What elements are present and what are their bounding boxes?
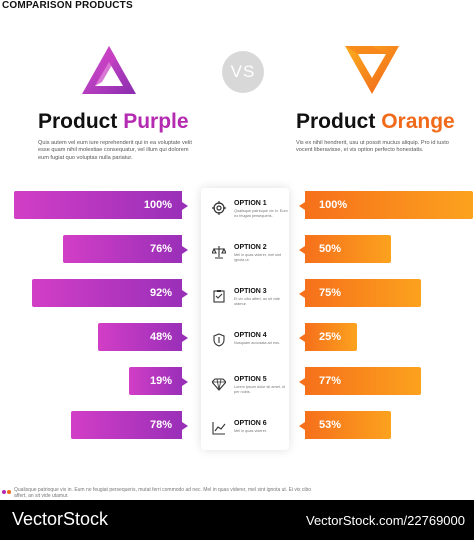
option-subtitle: Mel in quas viderer, mel sint ignota ut.	[234, 253, 282, 262]
product-title-right: Product Orange	[296, 110, 455, 134]
shield-icon	[213, 333, 225, 347]
bar-left-option-3: 92%	[32, 279, 188, 307]
footer-text: Qualisque patrioque vix in. Eum no feugi…	[14, 487, 312, 499]
option-6: OPTION 6 Mel in quas viderer.	[210, 418, 290, 448]
footer-dot-orange	[7, 490, 11, 494]
diamond-icon	[212, 378, 226, 391]
option-subtitle: Mel in quas viderer.	[234, 429, 267, 433]
option-5: OPTION 5 Lorem ipsum dolor sit amet, id …	[210, 374, 290, 404]
bar-right-option-1: 100%	[299, 191, 473, 219]
bar-left-option-1: 100%	[14, 191, 188, 219]
bar-right-option-5: 77%	[299, 367, 421, 395]
product-description-left: Quis autem vel eum iure reprehenderit qu…	[38, 140, 192, 161]
option-1: OPTION 1 Qualisque patrioque vix in. Eum…	[210, 198, 290, 228]
bar-left-option-5: 19%	[129, 367, 188, 395]
purple-triangle-logo	[82, 46, 136, 94]
product-description-right: Vis ex nihil hendrerit, usu ut possit mu…	[296, 140, 449, 154]
option-title: OPTION 6	[234, 420, 267, 427]
target-gear-icon	[212, 201, 226, 215]
option-3: OPTION 3 Ei vix cibo affert, an sit vide…	[210, 286, 290, 316]
watermark-logo: VectorStock	[12, 509, 109, 529]
product-title-right-word1: Product	[296, 110, 376, 133]
option-title: OPTION 1	[234, 200, 267, 207]
option-subtitle: Qualisque patrioque vix in. Eum no feugi…	[234, 209, 288, 218]
bar-left-option-6: 78%	[71, 411, 188, 439]
watermark-url: VectorStock.com/22769000	[306, 513, 465, 528]
bar-right-option-2: 50%	[299, 235, 391, 263]
bar-right-option-3: 75%	[299, 279, 421, 307]
footer-dot-purple	[2, 490, 6, 494]
bar-right-option-4: 25%	[299, 323, 357, 351]
option-title: OPTION 5	[234, 376, 267, 383]
option-subtitle: Lorem ipsum dolor sit amet, id per nobis…	[234, 385, 285, 394]
bar-left-option-4: 48%	[98, 323, 188, 351]
page-title: COMPARISON PRODUCTS	[2, 0, 133, 11]
product-title-left: Product Purple	[38, 110, 189, 134]
bar-right-option-6: 53%	[299, 411, 391, 439]
chart-icon	[212, 422, 226, 435]
options-panel	[201, 188, 289, 450]
bar-left-option-2: 76%	[63, 235, 188, 263]
option-title: OPTION 2	[234, 244, 267, 251]
product-title-left-word2: Purple	[123, 110, 189, 133]
option-title: OPTION 4	[234, 332, 267, 339]
option-subtitle: Ei vix cibo affert, an sit vide utamur.	[234, 297, 280, 306]
option-4: OPTION 4 Nusquam accusata ad eos.	[210, 330, 290, 360]
watermark-bar: VectorStock VectorStock.com/22769000	[0, 500, 474, 540]
clipboard-icon	[213, 290, 225, 303]
vs-badge: VS	[222, 51, 264, 93]
option-2: OPTION 2 Mel in quas viderer, mel sint i…	[210, 242, 290, 272]
footer: Qualisque patrioque vix in. Eum no feugi…	[0, 486, 474, 500]
scales-icon	[212, 246, 226, 259]
option-title: OPTION 3	[234, 288, 267, 295]
product-title-right-word2: Orange	[381, 110, 455, 133]
product-title-left-word1: Product	[38, 110, 118, 133]
orange-triangle-logo	[345, 46, 399, 94]
option-subtitle: Nusquam accusata ad eos.	[234, 341, 281, 345]
